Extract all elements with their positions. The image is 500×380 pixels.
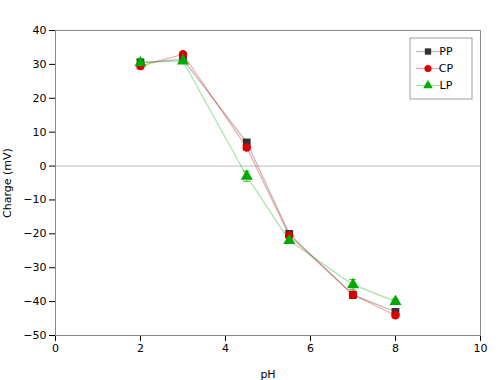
svg-text:0: 0	[40, 160, 47, 173]
svg-text:6: 6	[307, 342, 314, 355]
svg-text:−10: −10	[23, 193, 46, 206]
svg-text:LP: LP	[440, 79, 453, 92]
svg-text:−40: −40	[23, 295, 46, 308]
svg-text:CP: CP	[439, 62, 454, 75]
svg-text:2: 2	[137, 342, 144, 355]
svg-text:20: 20	[33, 92, 47, 105]
svg-text:10: 10	[474, 342, 488, 355]
svg-text:pH: pH	[260, 368, 275, 380]
svg-text:−50: −50	[23, 329, 46, 342]
svg-text:10: 10	[33, 126, 47, 139]
svg-text:8: 8	[392, 342, 399, 355]
svg-text:4: 4	[222, 342, 229, 355]
svg-text:−30: −30	[23, 261, 46, 274]
svg-text:PP: PP	[439, 45, 453, 58]
svg-text:0: 0	[52, 342, 59, 355]
svg-text:−20: −20	[23, 227, 46, 240]
svg-text:Charge (mV): Charge (mV)	[1, 148, 14, 218]
svg-text:30: 30	[33, 58, 47, 71]
svg-text:40: 40	[33, 24, 47, 37]
